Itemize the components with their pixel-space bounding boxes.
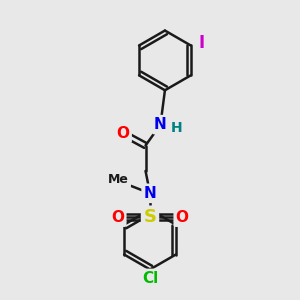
Text: O: O xyxy=(176,210,189,225)
Text: I: I xyxy=(198,34,204,52)
Text: O: O xyxy=(117,126,130,141)
Text: N: N xyxy=(154,117,167,132)
Text: Me: Me xyxy=(108,173,129,186)
Text: N: N xyxy=(144,186,156,201)
Text: O: O xyxy=(111,210,124,225)
Text: Cl: Cl xyxy=(142,271,158,286)
Text: S: S xyxy=(143,208,157,226)
Text: H: H xyxy=(171,121,183,135)
